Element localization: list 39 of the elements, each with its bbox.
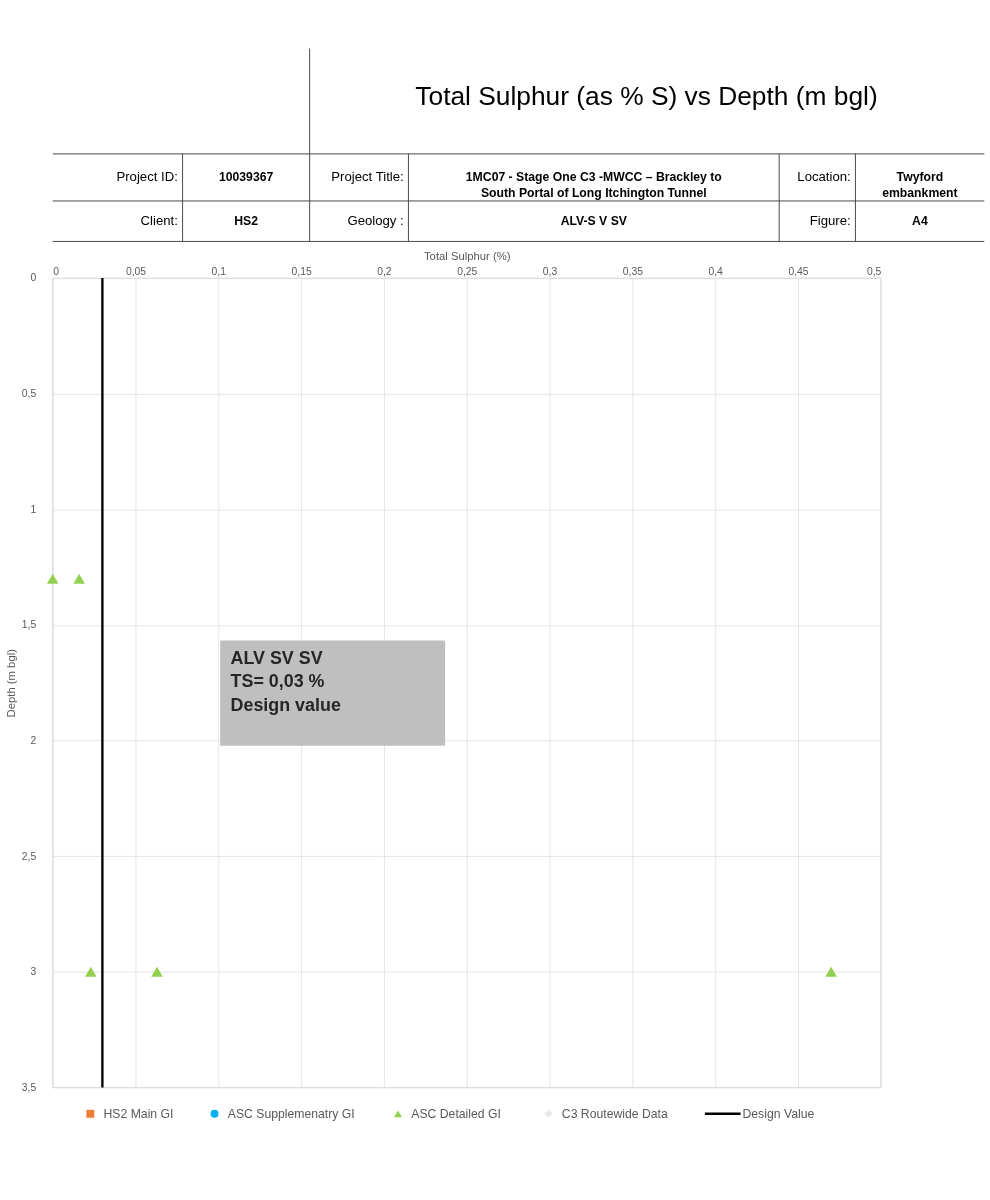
text: Figure:: [809, 212, 851, 228]
text: ALV-S V SV: [560, 213, 628, 228]
x-tick-label: 0: [53, 265, 60, 277]
x-tick-label: 0,45: [788, 265, 809, 277]
text: Project Title:: [331, 169, 404, 185]
x-tick-label: 0,15: [291, 265, 312, 277]
x-tick-label: 0,35: [622, 265, 644, 277]
x-tick-label: 0,5: [866, 265, 882, 277]
x-tick-label: 0,25: [457, 265, 478, 277]
text: 10039367: [218, 170, 274, 185]
annotation: ALV SV SV TS= 0,03 % Design value: [230, 647, 341, 716]
legend-label: C3 Routewide Data: [561, 1106, 668, 1121]
legend-label: Design Value: [742, 1106, 815, 1121]
x-tick-label: 0,2: [377, 265, 392, 277]
text: Geology :: [347, 212, 404, 228]
y-tick-label: 3: [30, 966, 37, 978]
text: Location:: [797, 169, 851, 185]
text: Twyford embankment: [882, 170, 958, 201]
x-tick-label: 0,1: [211, 265, 227, 277]
legend-label: ASC Supplemenatry GI: [227, 1106, 355, 1121]
text: A4: [912, 213, 928, 228]
y-tick-label: 1: [30, 503, 37, 515]
y-axis-title: Depth (m bgl): [5, 648, 18, 718]
x-tick-label: 0,4: [708, 265, 724, 277]
text: Client:: [140, 212, 178, 228]
y-tick-label: 1,5: [21, 619, 37, 631]
x-tick-label: 0,05: [125, 265, 147, 277]
y-tick-label: 3,5: [21, 1081, 37, 1093]
chart-title: Total Sulphur (as % S) vs Depth (m bgl): [415, 80, 878, 111]
y-tick-label: 2: [30, 734, 37, 746]
legend-label: ASC Detailed GI: [411, 1106, 501, 1121]
x-tick-label: 0,3: [542, 265, 558, 277]
text: Project ID:: [116, 169, 178, 185]
x-axis-title: Total Sulphur (%): [423, 249, 511, 262]
y-tick-label: 0,5: [21, 388, 37, 400]
y-tick-label: 2,5: [21, 850, 37, 862]
text: 1MC07 - Stage One C3 -MWCC – Brackley to South Portal of Long Itchington Tunnel: [465, 170, 722, 201]
text: HS2: [234, 213, 259, 228]
legend-label: HS2 Main GI: [103, 1106, 174, 1121]
